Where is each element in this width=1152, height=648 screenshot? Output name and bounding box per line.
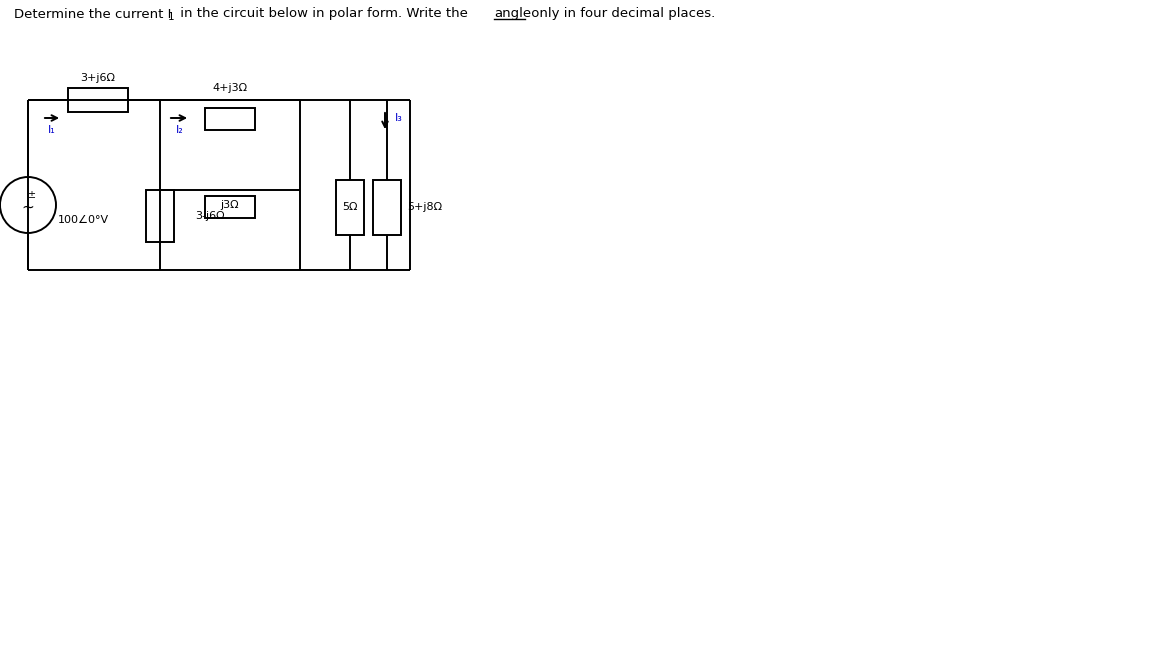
Bar <box>336 180 364 235</box>
Text: in the circuit below in polar form. Write the: in the circuit below in polar form. Writ… <box>176 8 472 21</box>
Text: 1: 1 <box>168 12 175 22</box>
Text: 4+j3Ω: 4+j3Ω <box>212 83 248 93</box>
Text: I₂: I₂ <box>176 125 184 135</box>
Text: ~: ~ <box>22 200 35 214</box>
Bar <box>205 108 255 130</box>
Text: Determine the current I: Determine the current I <box>14 8 172 21</box>
Text: 5+j8Ω: 5+j8Ω <box>407 202 442 212</box>
Text: 100∠0°V: 100∠0°V <box>58 215 109 225</box>
Text: j3Ω: j3Ω <box>221 200 240 210</box>
Text: I₃: I₃ <box>395 113 403 123</box>
Text: ±: ± <box>26 190 35 200</box>
Text: only in four decimal places.: only in four decimal places. <box>526 8 715 21</box>
Text: 3+j6Ω: 3+j6Ω <box>81 73 115 83</box>
Text: 3-j6Ω: 3-j6Ω <box>195 211 225 221</box>
Text: 5Ω: 5Ω <box>342 202 358 212</box>
Bar <box>373 180 401 235</box>
Bar <box>146 190 174 242</box>
Text: I₁: I₁ <box>48 125 56 135</box>
Bar <box>68 88 128 112</box>
Text: angle: angle <box>494 8 531 21</box>
Bar <box>205 196 255 218</box>
